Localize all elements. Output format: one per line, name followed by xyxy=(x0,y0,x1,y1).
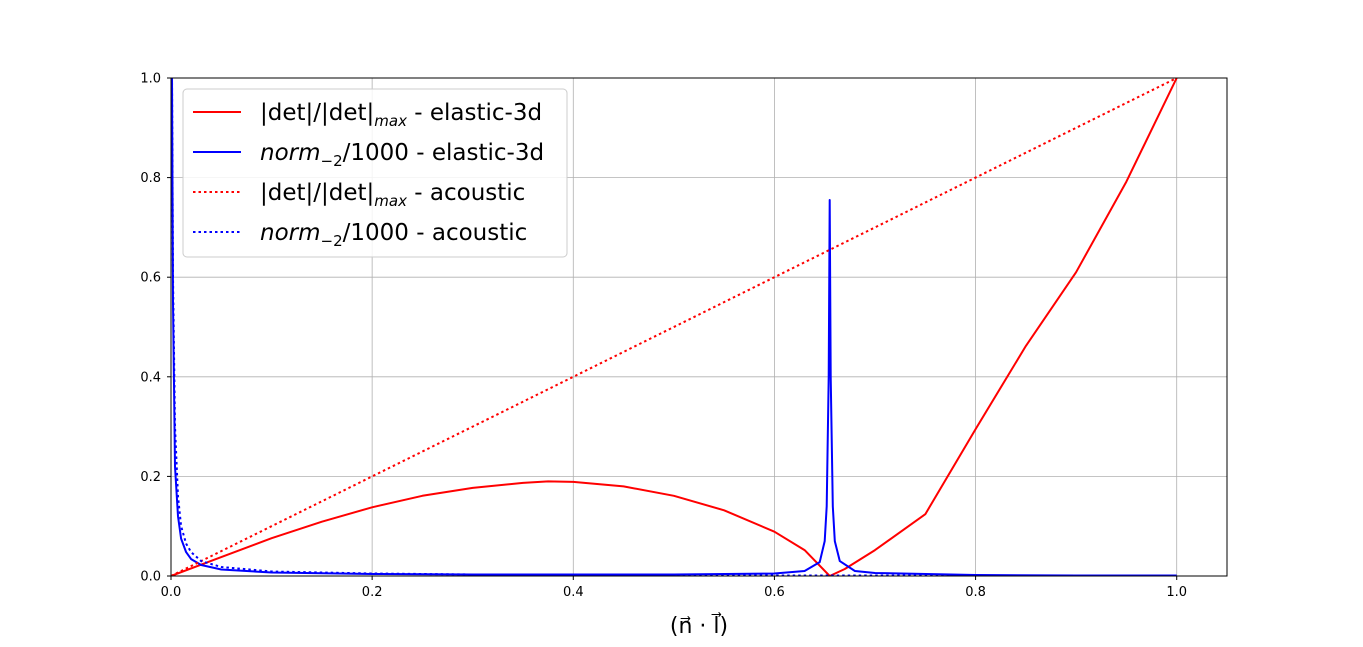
x-tick-label: 0.4 xyxy=(563,585,584,600)
y-tick-label: 0.8 xyxy=(140,171,161,186)
series-line-1 xyxy=(171,78,1178,576)
series-line-3 xyxy=(171,78,1178,576)
x-axis-label: (n⃗ · l⃗) xyxy=(670,612,728,639)
y-tick-label: 0.2 xyxy=(140,470,161,485)
y-tick-label: 1.0 xyxy=(140,72,161,87)
x-tick-label: 1.0 xyxy=(1166,585,1187,600)
legend-label: norm−2/1000 - acoustic xyxy=(260,220,527,250)
y-tick-label: 0.0 xyxy=(140,570,161,585)
axes-frame xyxy=(170,77,1228,577)
series-line-2 xyxy=(171,78,1177,576)
legend-label: |det|/|det|max - acoustic xyxy=(260,180,525,210)
x-tick-label: 0.0 xyxy=(161,585,182,600)
legend-box xyxy=(182,88,568,258)
x-tick-label: 0.8 xyxy=(965,585,986,600)
legend-label: norm−2/1000 - elastic-3d xyxy=(260,140,544,170)
x-tick-label: 0.6 xyxy=(764,585,785,600)
legend: |det|/|det|max - elastic-3d norm−2/1000 -… xyxy=(182,88,568,258)
plot-area xyxy=(171,78,1178,576)
y-tick-label: 0.4 xyxy=(140,370,161,385)
x-tick-label: 0.2 xyxy=(362,585,383,600)
axis-ticks: 0.0 0.2 0.4 0.6 0.8 1.0 0.0 0.2 0.4 0.6 0.8 1.0 xyxy=(140,72,1187,601)
legend-label: |det|/|det|max - elastic-3d xyxy=(260,100,542,130)
y-tick-label: 0.6 xyxy=(140,271,161,286)
